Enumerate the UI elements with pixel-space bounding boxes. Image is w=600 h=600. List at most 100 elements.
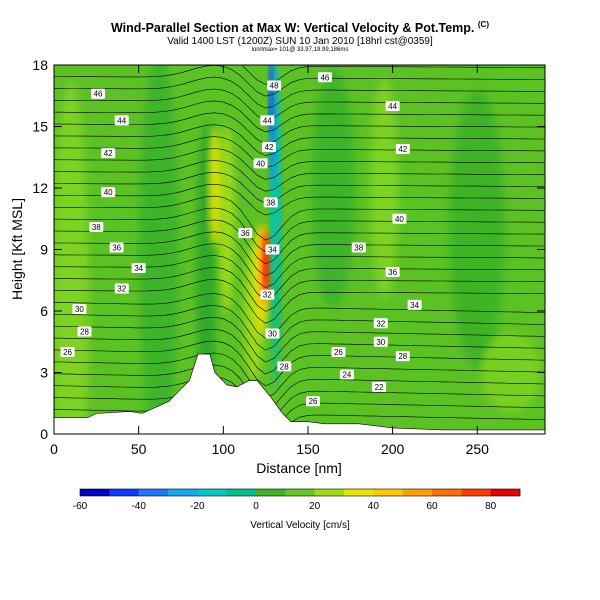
colorbar-tick-label: -20 (190, 501, 205, 512)
chart-subtitle: Valid 1400 LST (1200Z) SUN 10 Jan 2010 [… (167, 36, 433, 47)
isentrope-label-text: 36 (388, 268, 397, 277)
isentrope-label-box (331, 347, 346, 357)
colorbar-frame (79, 488, 521, 497)
isentrope-label-box (131, 262, 146, 273)
y-axis-label: Height [Kft MSL] (9, 198, 25, 300)
isentrope-line (54, 183, 545, 216)
isentrope-label-text: 38 (354, 243, 363, 252)
colorbar-label: Vertical Velocity [cm/s] (250, 520, 350, 531)
isentrope-label: 42 (262, 142, 277, 152)
y-tick-label: 9 (40, 242, 48, 258)
isentrope-contours (54, 65, 545, 434)
isentrope-line (54, 388, 545, 434)
isentrope-label: 28 (277, 361, 292, 372)
isentrope-label: 44 (260, 115, 275, 126)
isentrope-label: 46 (317, 72, 332, 83)
y-tick-label: 3 (40, 365, 48, 381)
plot-area: 2628303234363840424446484442403836343230… (54, 65, 545, 434)
isentrope-label: 34 (407, 299, 422, 310)
isentrope-label-box (392, 213, 407, 224)
colorbar-segment (256, 489, 286, 496)
isentrope-line (54, 316, 545, 363)
isentrope-label: 32 (260, 289, 275, 300)
isentrope-label-box (265, 244, 280, 255)
isentrope-line (54, 195, 545, 241)
y-tick-label: 0 (40, 426, 48, 442)
isentrope-line (54, 112, 545, 145)
isentrope-label: 34 (131, 262, 146, 273)
y-axis: 0 36 9 12 15 18 (32, 57, 545, 442)
isentrope-line (54, 65, 545, 97)
isentrope-label: 24 (339, 369, 354, 380)
isentrope-label: 22 (372, 381, 387, 392)
colorbar-segment (168, 489, 198, 496)
isentrope-label-box (260, 289, 275, 300)
isentrope-label-box (372, 381, 387, 392)
isentrope-line (54, 231, 545, 277)
isentrope-label-box (395, 351, 410, 362)
isentrope-label-box (101, 187, 116, 198)
isentrope-label-text: 42 (265, 143, 274, 152)
isentrope-label-box (260, 115, 275, 126)
isentrope-label: 26 (60, 347, 75, 357)
isentrope-label: 42 (101, 148, 116, 159)
field-upstream-ascent (218, 123, 235, 314)
isentrope-label-text: 30 (75, 305, 84, 314)
x-axis-label: Distance [nm] (256, 460, 342, 476)
isentrope-label-text: 46 (94, 90, 103, 99)
isentrope-label-text: 36 (112, 243, 121, 252)
isentrope-line (54, 305, 545, 351)
field-band-dark-east (449, 89, 506, 369)
isentrope-label-text: 22 (375, 383, 384, 392)
x-tick-label: 50 (131, 441, 147, 457)
y-tick-label: 15 (32, 119, 48, 135)
y-tick-label: 12 (32, 180, 48, 196)
isentrope-line (54, 88, 545, 121)
colorbar-tick-label: 0 (253, 501, 259, 512)
isentrope-line (54, 100, 545, 133)
y-tick-label: 18 (32, 57, 48, 73)
colorbar-tick-label: 40 (368, 501, 380, 512)
isentrope-label-text: 28 (80, 328, 89, 337)
isentrope-label: 30 (265, 328, 280, 339)
isentrope-label: 26 (331, 347, 346, 357)
isentrope-label-box (373, 336, 388, 347)
isentrope-label-box (385, 267, 400, 278)
isentrope-label: 44 (385, 101, 400, 111)
x-axis: 0 50 100 150 200 250 (50, 65, 489, 457)
isentrope-label: 38 (263, 197, 278, 208)
isentrope-label-text: 40 (395, 215, 404, 224)
title-mark: (C) (477, 20, 489, 29)
isentrope-label: 30 (373, 336, 388, 347)
colorbar-segment (373, 489, 403, 496)
terrain (54, 353, 545, 434)
isentrope-label-box (373, 318, 388, 329)
isentrope-label: 48 (267, 80, 282, 91)
colorbar-tick-label: 80 (485, 501, 497, 512)
isentrope-line (79, 65, 545, 85)
x-tick-label: 150 (296, 441, 320, 457)
field-band-dark-3 (311, 68, 356, 308)
isentrope-label-box (277, 361, 292, 372)
chart-subtitle-2: lon/lmax= 101@ 33.97,19.99,186ms (251, 47, 349, 53)
colorbar-segment (314, 489, 345, 496)
isentrope-label-text: 24 (342, 371, 351, 380)
isentrope-label-text: 26 (63, 348, 72, 357)
isentrope-label-box (72, 303, 87, 314)
isentrope-line (54, 364, 545, 411)
isentrope-label-text: 32 (117, 284, 126, 293)
colorbar-segment (461, 489, 491, 496)
isentrope-label-box (395, 144, 410, 155)
isentrope-line (54, 267, 545, 312)
isentrope-label-box (114, 115, 129, 126)
isentrope-label: 28 (77, 326, 92, 337)
isentrope-label-text: 44 (388, 102, 397, 111)
isentrope-line (54, 219, 545, 265)
x-tick-label: 100 (212, 441, 236, 457)
colorbar-tick-label: -60 (73, 501, 88, 512)
isentrope-label-text: 26 (309, 397, 318, 406)
isentrope-label: 34 (265, 244, 280, 255)
isentrope-line (54, 376, 545, 422)
field-band-dark-1 (138, 65, 179, 434)
